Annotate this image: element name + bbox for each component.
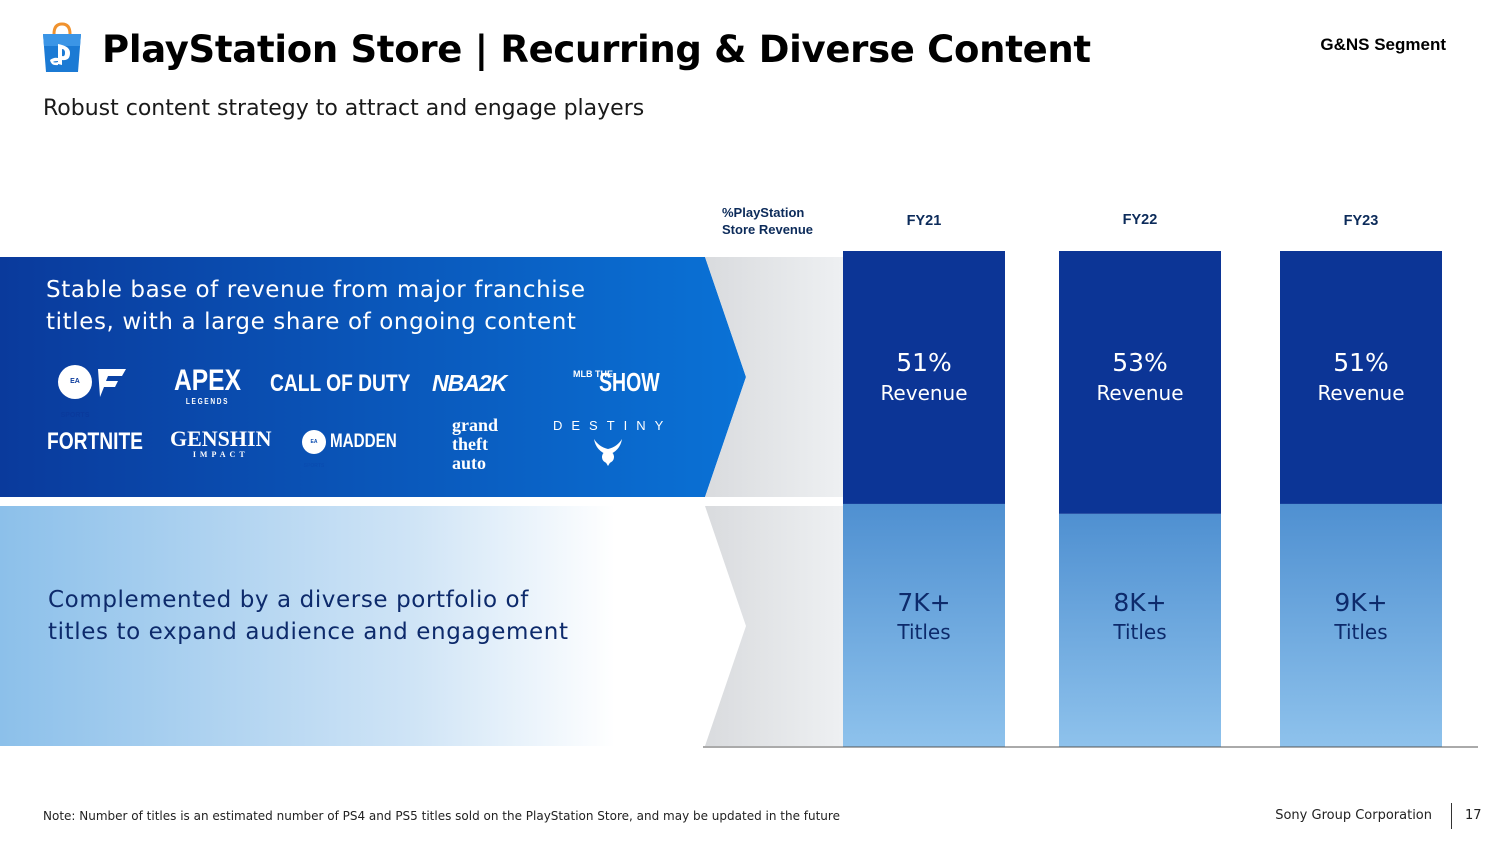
apex-legends-logo: APEX LEGENDS	[174, 364, 241, 406]
revenue-row-header: %PlayStation Store Revenue	[722, 205, 814, 237]
revenue-bar-fy22	[1059, 251, 1221, 514]
titles-unit-label: Titles	[1333, 620, 1387, 644]
revenue-titles-chart: 51% Revenue 7K+ Titles 53% Revenue 8K+ Titles 51…	[703, 251, 1478, 748]
grey-connector-top	[705, 257, 843, 497]
titles-unit-label: Titles	[896, 620, 950, 644]
revenue-value-label: 53%	[1112, 348, 1168, 377]
nba-2k-logo: NBA2K	[432, 370, 507, 396]
column-header-fy21: FY21	[906, 213, 942, 229]
titles-value-label: 9K+	[1334, 588, 1387, 617]
company-name: Sony Group Corporation	[1275, 808, 1432, 823]
mlb-the-show-logo: MLB THE SHOW	[573, 367, 661, 397]
segment-label: G&NS Segment	[1320, 35, 1446, 54]
franchise-description: Stable base of revenue from major franch…	[46, 277, 586, 335]
revenue-bar-fy21	[843, 251, 1005, 504]
franchise-band	[0, 257, 746, 497]
grey-connector-bottom	[705, 506, 843, 746]
call-of-duty-logo: CALL OF DUTY	[270, 370, 411, 397]
revenue-value-label: 51%	[896, 348, 952, 377]
column-header-fy23: FY23	[1343, 213, 1379, 229]
footer-divider	[1451, 803, 1452, 829]
fortnite-logo: FORTNITE	[47, 428, 143, 455]
revenue-unit-label: Revenue	[1096, 381, 1183, 405]
titles-bar-fy23	[1280, 503, 1442, 747]
revenue-unit-label: Revenue	[1317, 381, 1404, 405]
titles-value-label: 7K+	[897, 588, 950, 617]
column-gap	[1005, 257, 1059, 747]
revenue-value-label: 51%	[1333, 348, 1389, 377]
page-subtitle: Robust content strategy to attract and e…	[43, 96, 645, 121]
column-gap	[1221, 257, 1280, 747]
revenue-unit-label: Revenue	[880, 381, 967, 405]
grand-theft-auto-logo: grand theft auto	[452, 415, 499, 473]
footnote: Note: Number of titles is an estimated n…	[43, 809, 840, 823]
page-title: PlayStation Store | Recurring & Diverse …	[102, 28, 1091, 71]
column-header-fy22: FY22	[1122, 212, 1158, 228]
playstation-store-bag-icon	[43, 22, 81, 72]
genshin-impact-logo: GENSHIN IMPACT	[170, 426, 272, 459]
titles-value-label: 8K+	[1113, 588, 1166, 617]
portfolio-band	[0, 506, 750, 746]
titles-bar-fy22	[1059, 513, 1221, 747]
destiny-logo: DESTINY	[553, 419, 672, 466]
titles-bar-fy21	[843, 503, 1005, 747]
revenue-bar-fy23	[1280, 251, 1442, 504]
titles-unit-label: Titles	[1112, 620, 1166, 644]
page-number: 17	[1465, 808, 1482, 823]
portfolio-description: Complemented by a diverse portfolio of t…	[48, 587, 569, 645]
